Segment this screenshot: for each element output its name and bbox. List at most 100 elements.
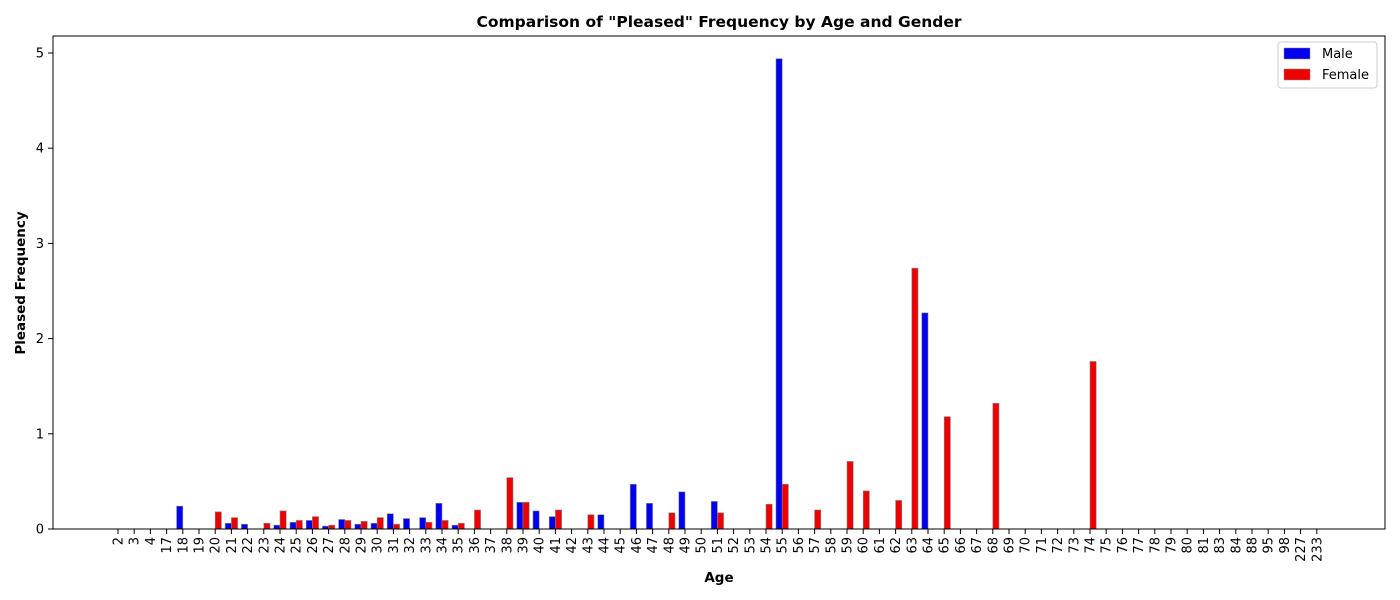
x-tick-label-26: 26: [306, 537, 321, 554]
bar-female-60: [862, 490, 870, 530]
bar-male-40: [532, 510, 540, 530]
bar-male-44: [597, 514, 605, 530]
bar-male-33: [419, 517, 427, 530]
x-tick-label-33: 33: [419, 537, 434, 554]
bar-female-33: [425, 522, 433, 530]
x-tick-label-83: 83: [1213, 537, 1228, 554]
x-tick-label-60: 60: [857, 537, 872, 554]
bar-male-35: [451, 524, 459, 530]
bar-female-25: [295, 520, 303, 530]
y-tick-label-0: 0: [36, 523, 44, 538]
x-tick-label-53: 53: [743, 537, 758, 554]
x-tick-label-39: 39: [517, 537, 532, 554]
x-tick-label-95: 95: [1262, 537, 1277, 554]
x-tick-label-41: 41: [549, 537, 564, 554]
x-tick-label-84: 84: [1229, 537, 1244, 554]
x-tick-label-31: 31: [387, 537, 402, 554]
legend-swatch-male: [1283, 47, 1311, 60]
bar-female-29: [360, 521, 368, 530]
bar-male-41: [548, 516, 556, 530]
bar-female-30: [376, 517, 384, 530]
bar-female-68: [992, 403, 1000, 530]
bar-female-24: [279, 510, 287, 530]
y-tick-label-5: 5: [36, 47, 44, 62]
x-tick-label-75: 75: [1100, 537, 1115, 554]
x-tick-label-88: 88: [1246, 537, 1261, 554]
bar-female-20: [214, 511, 222, 530]
x-tick-label-30: 30: [371, 537, 386, 554]
x-tick-label-98: 98: [1278, 537, 1293, 554]
x-tick-label-2: 2: [112, 537, 127, 545]
x-tick-label-65: 65: [938, 537, 953, 554]
x-tick-label-69: 69: [1003, 537, 1018, 554]
y-tick-label-1: 1: [36, 427, 44, 442]
bar-female-34: [441, 520, 449, 530]
y-axis-title: Pleased Frequency: [13, 211, 29, 355]
x-tick-label-40: 40: [533, 537, 548, 554]
x-tick-label-56: 56: [792, 537, 807, 554]
x-tick-label-36: 36: [468, 537, 483, 554]
bar-male-26: [305, 520, 313, 530]
bar-male-28: [338, 519, 346, 530]
x-tick-label-27: 27: [322, 537, 337, 554]
bar-male-32: [403, 518, 410, 530]
x-tick-label-66: 66: [954, 537, 969, 554]
x-tick-label-227: 227: [1294, 537, 1309, 562]
bar-male-24: [273, 524, 281, 530]
bar-male-51: [710, 501, 718, 530]
x-tick-label-59: 59: [841, 537, 856, 554]
x-tick-label-38: 38: [500, 537, 515, 554]
x-tick-label-71: 71: [1035, 537, 1050, 554]
bar-male-31: [386, 513, 394, 530]
bar-male-29: [354, 523, 362, 530]
bar-female-39: [522, 502, 530, 530]
x-tick-label-19: 19: [193, 537, 208, 554]
bar-female-62: [895, 500, 903, 530]
x-tick-label-28: 28: [338, 537, 353, 554]
bar-female-48: [668, 512, 676, 530]
bar-male-64: [921, 312, 929, 530]
x-tick-label-74: 74: [1084, 537, 1099, 554]
x-tick-label-44: 44: [598, 537, 613, 554]
x-tick-label-20: 20: [209, 537, 224, 554]
bar-female-43: [587, 514, 595, 530]
x-tick-label-54: 54: [760, 537, 775, 554]
x-tick-label-24: 24: [274, 537, 289, 554]
legend-label-female: Female: [1322, 68, 1369, 83]
bar-male-22: [241, 523, 248, 530]
x-tick-label-62: 62: [889, 537, 904, 554]
x-tick-label-49: 49: [679, 537, 694, 554]
bar-male-47: [646, 502, 653, 530]
bar-male-18: [176, 505, 184, 530]
x-tick-label-43: 43: [581, 537, 596, 554]
bar-female-36: [474, 509, 481, 530]
y-tick-label-2: 2: [36, 332, 44, 347]
x-tick-label-81: 81: [1197, 537, 1212, 554]
bar-female-35: [457, 522, 465, 530]
x-tick-label-4: 4: [144, 537, 159, 545]
x-tick-label-79: 79: [1165, 537, 1180, 554]
x-tick-label-57: 57: [808, 537, 823, 554]
x-axis-title: Age: [704, 570, 733, 586]
bars-group: [176, 58, 1097, 530]
bar-female-26: [312, 516, 319, 530]
x-tick-label-64: 64: [922, 537, 937, 554]
bar-female-57: [814, 509, 822, 530]
chart-title: Comparison of "Pleased" Frequency by Age…: [476, 13, 961, 31]
bar-female-31: [393, 523, 400, 530]
x-tick-label-29: 29: [355, 537, 370, 554]
y-tick-label-3: 3: [36, 237, 44, 252]
x-tick-label-67: 67: [970, 537, 985, 554]
x-tick-label-72: 72: [1051, 537, 1066, 554]
legend-label-male: Male: [1322, 47, 1353, 62]
x-tick-label-78: 78: [1148, 537, 1163, 554]
bar-male-46: [629, 483, 637, 530]
x-tick-label-76: 76: [1116, 537, 1131, 554]
bar-male-21: [224, 522, 232, 530]
bar-male-39: [516, 502, 524, 530]
x-tick-label-233: 233: [1310, 537, 1325, 562]
bar-female-27: [328, 524, 336, 530]
x-tick-label-45: 45: [614, 537, 629, 554]
y-tick-label-4: 4: [36, 142, 44, 157]
